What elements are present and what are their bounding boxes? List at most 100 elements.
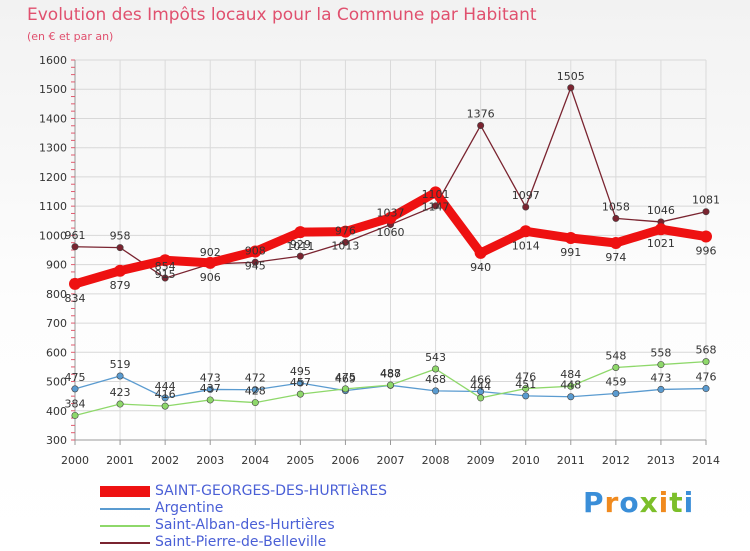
series-point-2 [702,358,710,366]
series-point-3 [341,238,349,246]
data-label: 834 [65,292,86,305]
series-point-2 [612,364,620,372]
series-point-3 [567,84,575,92]
logo-letter: r [604,486,620,519]
x-tick-label: 2000 [61,454,89,467]
data-label: 1021 [647,237,675,250]
data-label: 902 [200,246,221,259]
series-point-1 [702,385,710,393]
series-point-2 [251,399,259,407]
legend-label: Saint-Alban-des-Hurtières [155,517,335,533]
data-label: 428 [245,385,266,398]
series-point-2 [116,400,124,408]
x-tick-label: 2008 [422,454,450,467]
series-point-3 [161,274,169,282]
series-point-0 [294,226,307,239]
data-label: 961 [65,229,86,242]
y-tick-label: 1200 [39,171,67,184]
series-point-3 [612,214,620,222]
series-point-2 [341,385,349,393]
series-point-1 [161,394,169,402]
series-point-2 [206,396,214,404]
data-label: 495 [290,365,311,378]
series-point-0 [564,232,577,245]
series-point-2 [567,382,575,390]
y-tick-label: 1600 [39,54,67,67]
data-label: 1060 [377,226,405,239]
legend-item: Saint-Alban-des-Hurtières [100,517,440,534]
data-label: 929 [290,238,311,251]
y-tick-label: 500 [46,376,67,389]
x-tick-label: 2005 [286,454,314,467]
series-point-0 [700,230,712,243]
y-tick-label: 1500 [39,83,67,96]
series-point-2 [71,411,79,419]
series-point-1 [432,387,440,395]
data-label: 543 [425,351,446,364]
data-label: 444 [155,380,176,393]
series-point-1 [251,386,259,394]
y-tick-label: 900 [46,259,67,272]
logo-letter: i [658,486,670,519]
data-label: 940 [470,261,491,274]
series-point-3 [296,252,304,260]
data-label: 945 [245,259,266,272]
x-tick-label: 2011 [557,454,585,467]
data-label: 1037 [377,207,405,220]
data-label: 473 [650,371,671,384]
series-point-0 [69,277,81,290]
x-tick-label: 2004 [241,454,269,467]
data-label: 991 [560,246,581,259]
legend-swatch [100,486,150,497]
series-point-2 [386,381,394,389]
data-label: 568 [696,344,717,357]
series-point-0 [249,245,262,258]
x-tick-label: 2001 [106,454,134,467]
x-tick-label: 2009 [467,454,495,467]
x-tick-label: 2006 [331,454,359,467]
legend-item: Argentine [100,500,440,517]
data-label: 548 [605,350,626,363]
data-label: 437 [200,382,221,395]
chart-title: Evolution des Impôts locaux pour la Comm… [27,5,537,25]
data-label: 879 [110,279,131,292]
series-point-1 [522,392,530,400]
legend-item: SAINT-GEORGES-DES-HURTIèRES [100,483,440,500]
chart-subtitle: (en € et par an) [27,30,114,43]
legend-label: Saint-Pierre-de-Belleville [155,534,327,550]
y-tick-label: 600 [46,346,67,359]
data-label: 476 [515,371,536,384]
series-point-2 [432,365,440,373]
series-point-3 [116,244,124,252]
series-point-1 [567,393,575,401]
data-label: 475 [335,371,356,384]
data-label: 1014 [512,239,540,252]
y-tick-label: 300 [46,434,67,447]
proxiti-logo: Proxiti [583,486,694,519]
series-point-2 [296,390,304,398]
legend-swatch [100,508,150,510]
series-point-3 [251,258,259,266]
data-label: 915 [155,268,176,281]
series-point-0 [339,225,352,238]
y-tick-label: 1400 [39,112,67,125]
data-label: 1376 [467,107,495,120]
data-label: 958 [110,230,131,243]
x-tick-label: 2010 [512,454,540,467]
series-point-1 [296,379,304,387]
logo-letter: o [619,486,640,519]
data-label: 1101 [422,188,450,201]
data-label: 488 [380,367,401,380]
y-tick-label: 700 [46,317,67,330]
x-tick-label: 2003 [196,454,224,467]
series-point-0 [429,186,442,199]
data-label: 469 [335,373,356,386]
legend-item: Saint-Pierre-de-Belleville [100,534,440,551]
legend-swatch [100,525,150,527]
logo-letter: x [639,486,659,519]
data-label: 384 [65,397,86,410]
data-label: 1505 [557,70,585,83]
logo-letter: i [683,486,695,519]
data-label: 1011 [286,240,314,253]
series-point-3 [432,202,440,210]
